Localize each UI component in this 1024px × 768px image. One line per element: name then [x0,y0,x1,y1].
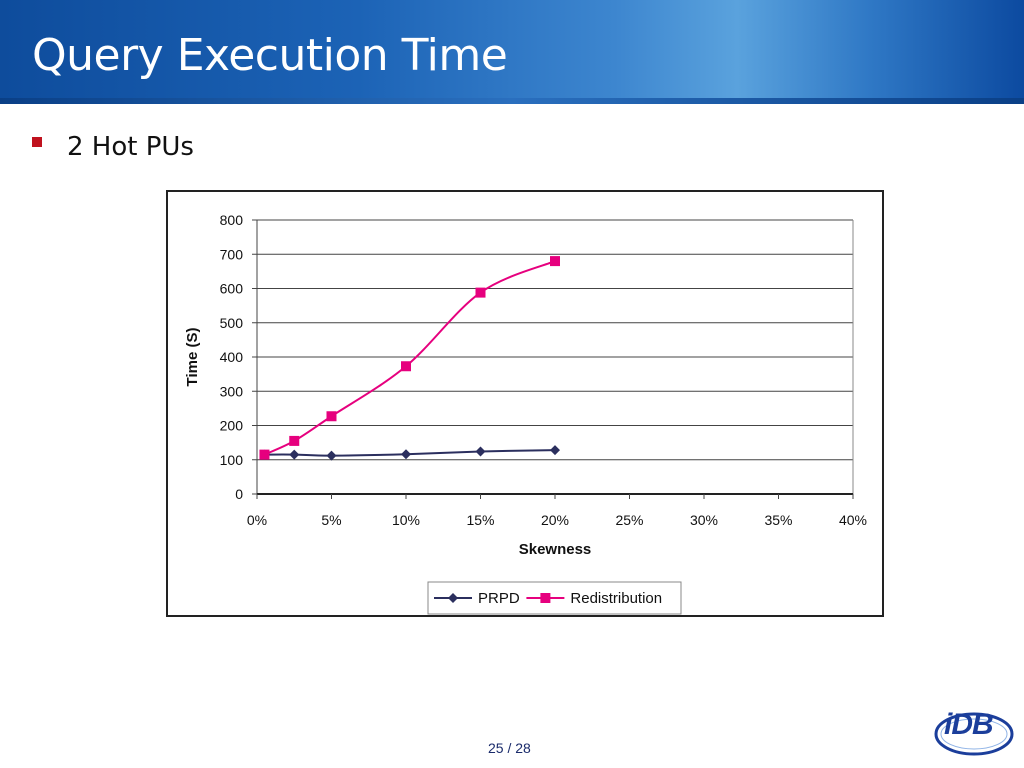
bullet-square-icon [32,137,42,147]
x-tick-label: 35% [764,512,792,528]
y-tick-label: 500 [220,315,244,331]
grid-lines [252,219,854,499]
x-tick-label: 30% [690,512,718,528]
data-point [550,256,560,267]
data-point [326,411,337,422]
slide-title: Query Execution Time [32,30,508,81]
y-tick-labels: 0 100 200 300 400 500 600 700 800 [220,212,244,502]
page-number: 25 / 28 [488,740,531,756]
legend-item: Redistribution [526,590,662,607]
series-layer [259,256,560,461]
y-tick-label: 700 [220,246,244,262]
data-point [259,449,270,460]
x-tick-label: 0% [247,512,267,528]
x-tick-label: 20% [541,512,569,528]
x-tick-label: 25% [615,512,643,528]
line-chart: 0 100 200 300 400 500 600 700 800 0% 5% 10% 15% 20% 2… [184,212,867,615]
legend-label: PRPD [478,590,520,607]
y-tick-label: 400 [220,349,244,365]
logo-ring-icon [934,712,1014,756]
x-tick-label: 15% [466,512,494,528]
logo-text: iDB [944,708,994,741]
legend-marker [448,593,458,603]
legend-marker [540,593,551,603]
y-tick-label: 100 [220,452,244,468]
y-tick-label: 300 [220,383,244,399]
x-axis-title: Skewness [519,541,592,558]
data-point [326,450,337,461]
x-tick-label: 10% [392,512,420,528]
data-point [401,361,411,372]
x-tick-label: 5% [321,512,341,528]
data-point [550,445,560,456]
y-tick-label: 800 [220,212,244,228]
y-tick-label: 0 [235,486,243,502]
chart-container: 0 100 200 300 400 500 600 700 800 0% 5% 10% 15% 20% 2… [166,190,884,617]
bullet-text: 2 Hot PUs [67,132,194,162]
data-point [289,435,300,446]
data-point [401,449,411,460]
data-point [289,449,300,460]
legend-label: Redistribution [570,590,662,607]
legend-item: PRPD [434,590,520,607]
y-tick-label: 200 [220,418,244,434]
data-point [475,446,486,457]
title-bar: Query Execution Time [0,0,1024,104]
idb-logo: iDB [932,700,1016,762]
data-point [475,287,486,298]
y-axis-title: Time (S) [184,328,201,387]
x-tick-labels: 0% 5% 10% 15% 20% 25% 30% 35% 40% [247,512,867,528]
series-redistribution [259,256,560,460]
series-prpd [259,445,560,461]
legend: PRPD Redistribution [427,581,682,615]
y-tick-label: 600 [220,281,244,297]
x-tick-label: 40% [839,512,867,528]
bullet-item: 2 Hot PUs [32,132,194,162]
